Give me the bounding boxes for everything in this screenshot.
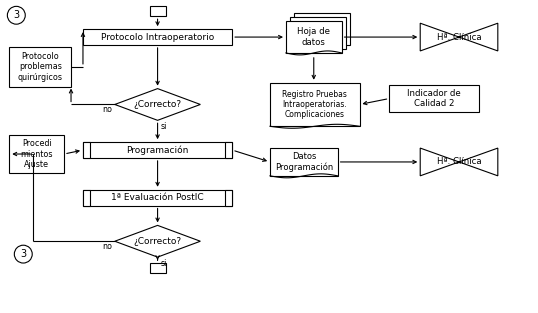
- Text: Procedi
mientos
Ajuste: Procedi mientos Ajuste: [20, 139, 53, 169]
- FancyBboxPatch shape: [83, 29, 232, 45]
- FancyBboxPatch shape: [83, 190, 232, 206]
- Text: Hoja de
datos: Hoja de datos: [298, 27, 330, 47]
- FancyBboxPatch shape: [290, 17, 345, 49]
- Polygon shape: [115, 89, 200, 120]
- Text: no: no: [102, 242, 112, 251]
- Text: Datos
Programación: Datos Programación: [275, 152, 333, 172]
- Text: Programación: Programación: [126, 145, 189, 155]
- Text: 3: 3: [13, 10, 19, 20]
- Polygon shape: [115, 225, 200, 257]
- FancyBboxPatch shape: [225, 190, 232, 206]
- FancyBboxPatch shape: [270, 83, 359, 126]
- FancyBboxPatch shape: [294, 13, 350, 45]
- Text: Hª. Clínica: Hª. Clínica: [437, 33, 482, 42]
- FancyBboxPatch shape: [9, 135, 64, 173]
- Text: Protocolo Intraoperatorio: Protocolo Intraoperatorio: [101, 33, 214, 42]
- Text: ¿Correcto?: ¿Correcto?: [133, 100, 182, 109]
- Text: Indicador de
Calidad 2: Indicador de Calidad 2: [407, 89, 461, 108]
- Text: 3: 3: [20, 249, 26, 259]
- FancyBboxPatch shape: [83, 142, 90, 158]
- FancyBboxPatch shape: [150, 263, 166, 273]
- Polygon shape: [420, 148, 498, 176]
- FancyBboxPatch shape: [9, 47, 71, 87]
- Text: si: si: [160, 259, 167, 268]
- FancyBboxPatch shape: [286, 21, 342, 53]
- FancyBboxPatch shape: [150, 6, 166, 16]
- Text: si: si: [160, 122, 167, 131]
- Text: 1ª Evaluación PostIC: 1ª Evaluación PostIC: [111, 193, 204, 202]
- Text: ¿Correcto?: ¿Correcto?: [133, 237, 182, 246]
- Polygon shape: [420, 23, 498, 51]
- FancyBboxPatch shape: [270, 148, 338, 176]
- Text: Protocolo
problemas
quirúrgicos: Protocolo problemas quirúrgicos: [18, 52, 63, 82]
- Text: Registro Pruebas
Intraoperatorias.
Complicaciones: Registro Pruebas Intraoperatorias. Compl…: [282, 90, 347, 119]
- FancyBboxPatch shape: [225, 142, 232, 158]
- FancyBboxPatch shape: [83, 190, 90, 206]
- Text: Hª. Clínica: Hª. Clínica: [437, 157, 482, 167]
- FancyBboxPatch shape: [390, 85, 479, 112]
- Text: no: no: [102, 105, 112, 114]
- FancyBboxPatch shape: [83, 142, 232, 158]
